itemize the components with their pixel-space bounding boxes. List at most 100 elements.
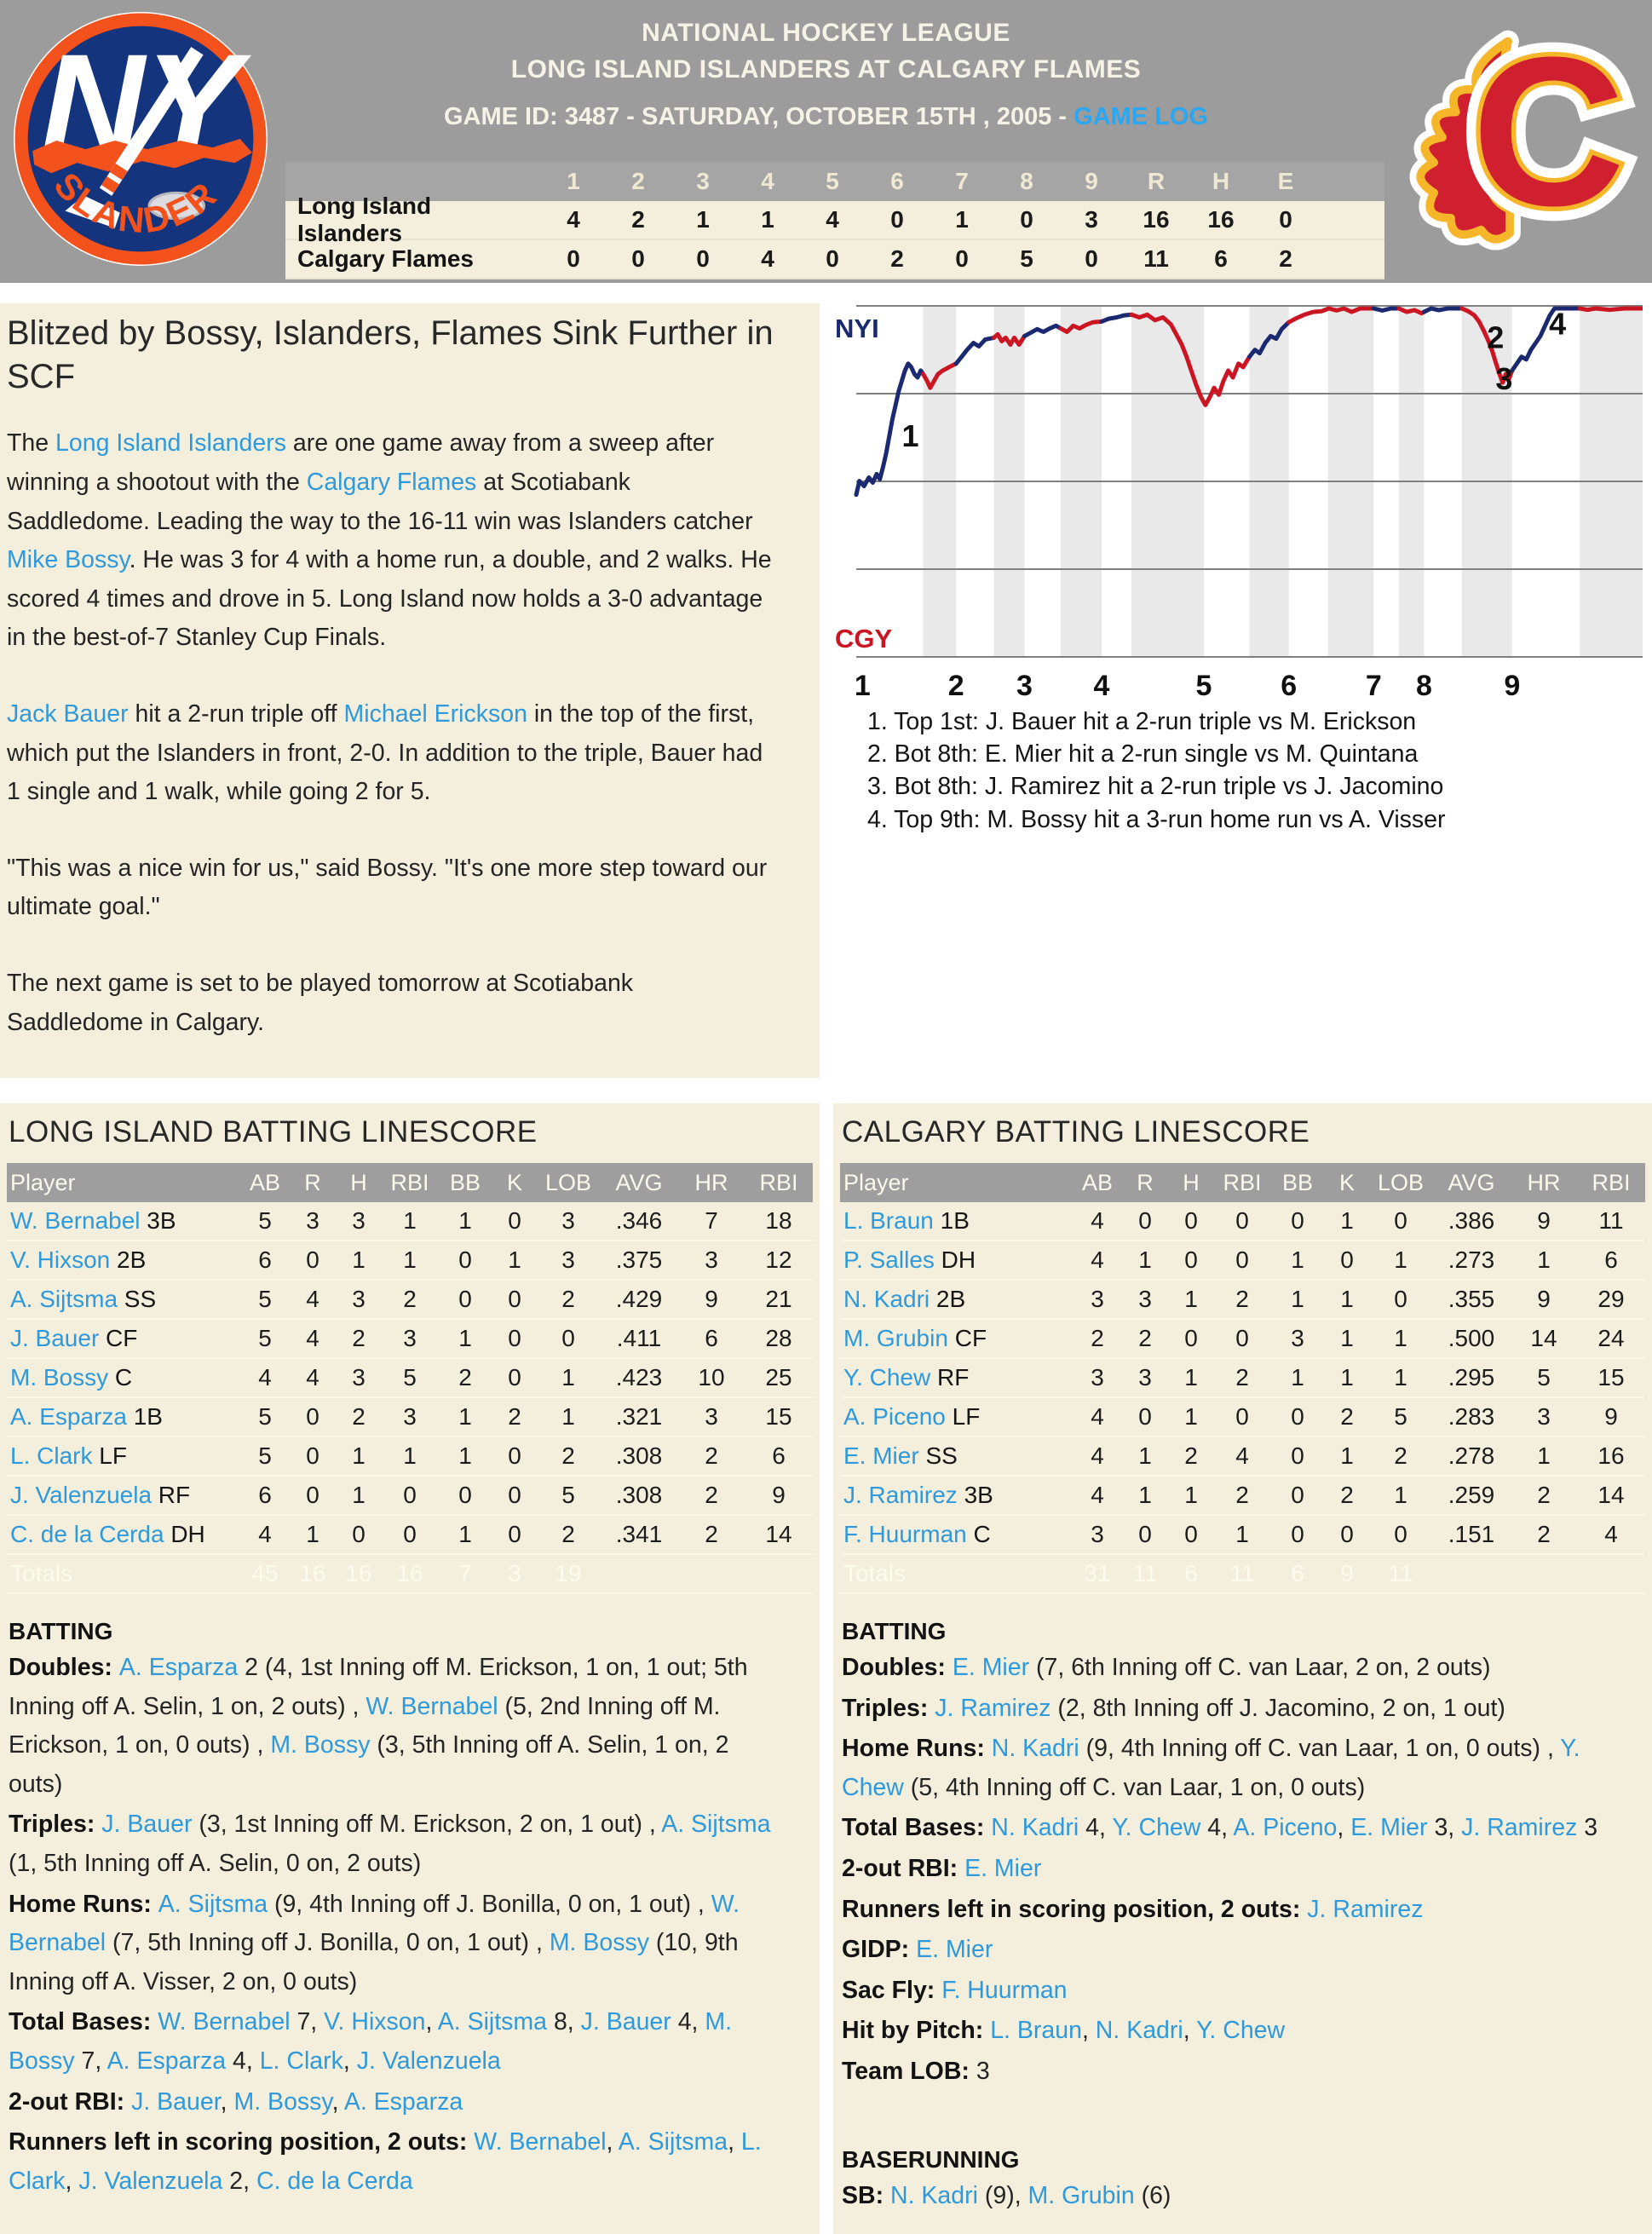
player-link[interactable]: Y. Chew [1112, 1814, 1201, 1842]
player-link[interactable]: J. Valenzuela [356, 2047, 501, 2076]
player-link[interactable]: Y. Chew [843, 1364, 931, 1391]
player-link[interactable]: A. Piceno [1233, 1814, 1338, 1842]
player-position: CF [947, 1325, 987, 1352]
player-link[interactable]: A. Sijtsma [661, 1811, 771, 1839]
article-link[interactable]: Calgary Flames [306, 468, 477, 496]
player-link[interactable]: V. Hixson [324, 2008, 426, 2036]
player-link[interactable]: A. Sijtsma [158, 1890, 268, 1918]
player-link[interactable]: E. Mier [1350, 1814, 1428, 1842]
stat-cell: 1 [1184, 1286, 1198, 1313]
note-label: Total Bases: [842, 1814, 992, 1842]
player-link[interactable]: A. Esparza [10, 1403, 127, 1431]
player-link[interactable]: J. Ramirez [1461, 1814, 1578, 1842]
player-position: LF [945, 1403, 981, 1431]
inning-runs-cell: 0 [890, 206, 904, 233]
stat-cell: 0 [1235, 1247, 1249, 1274]
note-line: 2-out RBI: J. Bauer, M. Bossy, A. Esparz… [9, 2083, 774, 2122]
player-link[interactable]: N. Kadri [843, 1286, 930, 1313]
player-link[interactable]: M. Grubin [843, 1325, 948, 1352]
player-link[interactable]: L. Braun [843, 1207, 934, 1235]
player-link[interactable]: Y. Chew [1196, 2017, 1286, 2045]
note-text: , [1183, 2017, 1197, 2045]
stat-cell: 9 [1604, 1403, 1618, 1431]
note-line: Sac Fly: F. Huurman [842, 1972, 1606, 2011]
player-link[interactable]: N. Kadri [1095, 2017, 1183, 2045]
player-link[interactable]: W. Bernabel [474, 2128, 607, 2156]
totals-cell: 6 [1184, 1560, 1198, 1587]
player-link[interactable]: N. Kadri [991, 1814, 1079, 1842]
stat-cell: 1 [458, 1325, 472, 1352]
stat-cell: 15 [1597, 1364, 1625, 1391]
player-link[interactable]: M. Bossy [10, 1364, 109, 1391]
chart-legend-item: 3. Bot 8th: J. Ramirez hit a 2-run tripl… [867, 773, 1444, 801]
totals-cell: 45 [251, 1560, 279, 1587]
player-link[interactable]: Y. Chew [842, 1735, 1580, 1801]
article-link[interactable]: Long Island Islanders [55, 429, 286, 458]
player-link[interactable]: J. Valenzuela [78, 2167, 223, 2195]
stat-cell: .355 [1448, 1286, 1495, 1313]
player-link[interactable]: N. Kadri [991, 1735, 1079, 1763]
stat-cell: 0 [1184, 1247, 1198, 1274]
player-link[interactable]: W. Bernabel [9, 1890, 740, 1957]
player-link[interactable]: L. Clark [259, 2047, 343, 2076]
player-link[interactable]: M. Bossy [549, 1929, 649, 1957]
article-link[interactable]: Jack Bauer [7, 700, 129, 728]
player-link[interactable]: J. Ramirez [1307, 1895, 1424, 1923]
player-link[interactable]: A. Esparza [106, 2047, 227, 2076]
player-link[interactable]: J. Bauer [580, 2008, 671, 2036]
player-link[interactable]: W. Bernabel [158, 2008, 291, 2036]
player-link[interactable]: A. Sijtsma [437, 2008, 548, 2036]
player-link[interactable]: N. Kadri [890, 2181, 978, 2209]
player-link[interactable]: F. Huurman [843, 1521, 967, 1548]
player-link[interactable]: E. Mier [952, 1654, 1030, 1682]
player-link[interactable]: A. Piceno [843, 1403, 946, 1431]
totals-cell: 6 [1291, 1560, 1304, 1587]
player-link[interactable]: J. Ramirez [843, 1482, 958, 1509]
stat-cell: 4 [1604, 1521, 1618, 1548]
player-link[interactable]: A. Sijtsma [618, 2128, 728, 2156]
player-link[interactable]: C. de la Cerda [10, 1521, 164, 1548]
player-link[interactable]: M. Bossy [270, 1731, 371, 1759]
player-link[interactable]: C. de la Cerda [256, 2167, 413, 2195]
inning-tick-label: 5 [1196, 670, 1212, 702]
player-link[interactable]: P. Salles [843, 1247, 935, 1274]
stat-cell: 1 [1394, 1247, 1407, 1274]
player-link[interactable]: A. Esparza [118, 1654, 239, 1682]
player-link[interactable]: E. Mier [843, 1442, 919, 1470]
stat-cell: 0 [508, 1482, 521, 1509]
batter-row: J. Ramirez 3B 4 1 1 2 0 2 1 .259 2 14 [840, 1477, 1645, 1517]
player-link[interactable]: J. Bauer [101, 1811, 193, 1839]
stat-column-header: R [1137, 1169, 1154, 1195]
batting-table-header: Player AB R H RBI BB K LOB AVG HR RBI [840, 1163, 1645, 1203]
win-probability-plot: 1 2 3 4 1 2 3 4 5 6 7 8 9 [854, 305, 1643, 702]
article-link[interactable]: Mike Bossy [7, 546, 130, 574]
player-link[interactable]: A. Sijtsma [10, 1286, 118, 1313]
player-link[interactable]: A. Esparza [343, 2087, 463, 2116]
away-batting-panel: LONG ISLAND BATTING LINESCORE Player AB R H… [0, 1103, 820, 2234]
player-link[interactable]: M. Bossy [233, 2087, 332, 2116]
player-link[interactable]: F. Huurman [941, 1976, 1068, 2004]
matchup-title: LONG ISLAND ISLANDERS AT CALGARY FLAMES [510, 55, 1142, 83]
player-link[interactable]: J. Valenzuela [10, 1482, 153, 1509]
player-link[interactable]: J. Bauer [10, 1325, 100, 1352]
note-text: 8, [547, 2008, 581, 2036]
article-link[interactable]: Michael Erickson [343, 700, 527, 728]
totals-cell: 11 [1229, 1560, 1255, 1587]
player-link[interactable]: W. Bernabel [10, 1207, 141, 1235]
player-link[interactable]: E. Mier [916, 1936, 993, 1964]
stat-cell: 5 [258, 1207, 272, 1235]
player-link[interactable]: E. Mier [964, 1855, 1042, 1883]
player-link[interactable]: J. Ramirez [935, 1694, 1051, 1722]
player-link[interactable]: M. Bossy [9, 2008, 733, 2076]
stat-cell: 0 [508, 1286, 521, 1313]
player-link[interactable]: J. Bauer [131, 2087, 221, 2116]
player-link[interactable]: M. Grubin [1027, 2181, 1135, 2209]
player-link[interactable]: W. Bernabel [366, 1692, 498, 1720]
player-position: CF [99, 1325, 138, 1352]
player-link[interactable]: L. Clark [10, 1442, 93, 1470]
player-position: SS [918, 1442, 958, 1470]
stat-cell: 3 [1091, 1521, 1104, 1548]
player-link[interactable]: L. Braun [990, 2017, 1082, 2045]
player-link[interactable]: V. Hixson [10, 1247, 111, 1274]
game-log-link[interactable]: GAME LOG [1074, 103, 1209, 130]
